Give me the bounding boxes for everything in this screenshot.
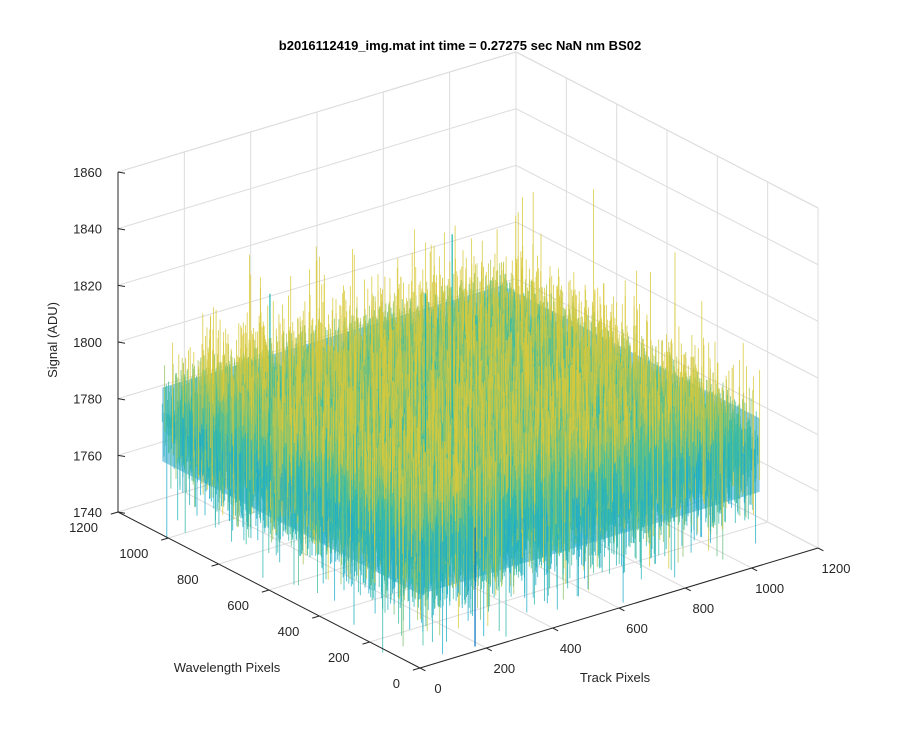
surface-layer bbox=[162, 189, 759, 654]
